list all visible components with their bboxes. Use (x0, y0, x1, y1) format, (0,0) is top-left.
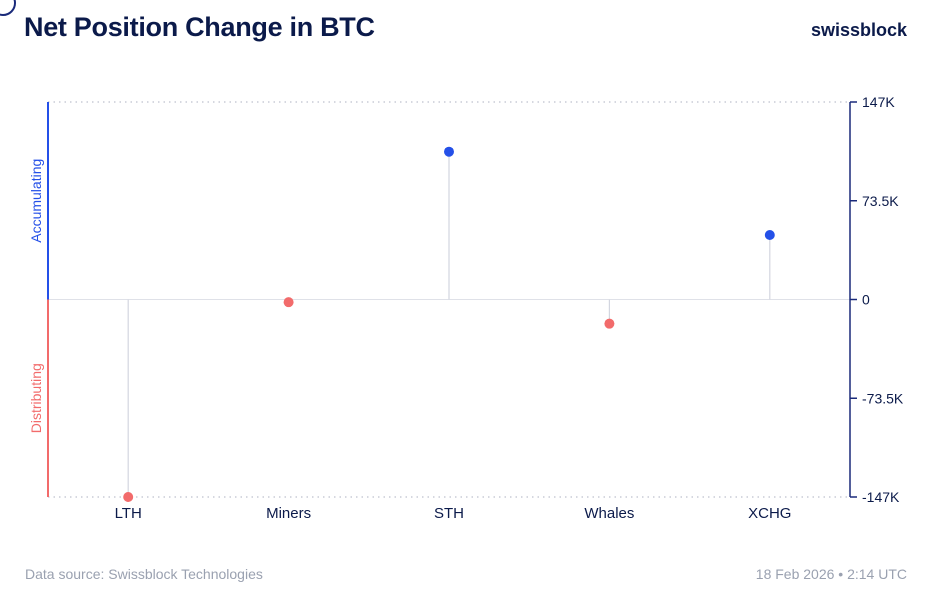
data-source: Data source: Swissblock Technologies (25, 566, 263, 582)
data-point (764, 230, 775, 241)
x-tick-label: Miners (266, 505, 311, 522)
timestamp: 18 Feb 2026 • 2:14 UTC (755, 566, 907, 582)
y-tick-label: 147K (862, 94, 895, 110)
data-point (283, 297, 294, 308)
y-tick-label: 0 (862, 292, 870, 308)
x-tick-label: STH (434, 505, 464, 522)
x-tick-label: LTH (115, 505, 142, 522)
data-point (604, 318, 615, 329)
y-tick-label: 73.5K (862, 193, 899, 209)
accumulating-label: Accumulating (28, 159, 44, 243)
x-tick-label: XCHG (748, 505, 791, 522)
y-tick-label: -147K (862, 489, 900, 505)
y-tick-label: -73.5K (862, 390, 904, 406)
distributing-label: Distributing (28, 363, 44, 433)
chart-title: Net Position Change in BTC (24, 12, 375, 42)
x-tick-label: Whales (584, 505, 634, 522)
brand-logo: swissblock (810, 20, 907, 40)
data-point (444, 146, 454, 157)
data-point (123, 492, 134, 502)
corner-logo-mark (0, 0, 16, 16)
